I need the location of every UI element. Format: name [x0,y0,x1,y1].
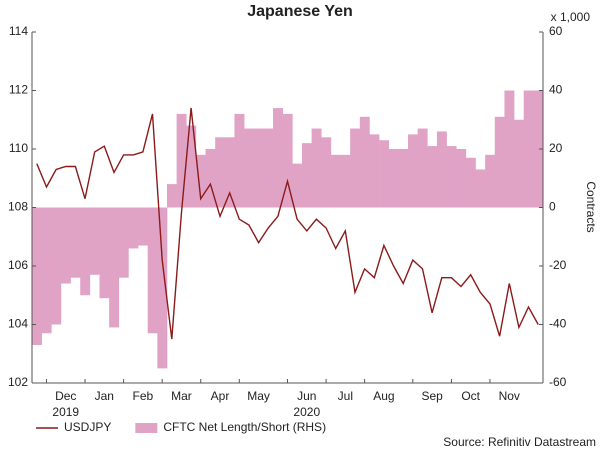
area-bar [244,128,255,208]
area-bar [417,128,428,208]
y2-tick-label: 40 [549,83,563,97]
area-bar [70,207,81,278]
area-bar [176,113,187,208]
area-bar [224,137,235,208]
area-bar [32,207,42,345]
x-tick-label: Jun [297,389,316,403]
area-bar [253,128,264,208]
area-bar [456,149,467,208]
area-bar [340,154,351,208]
x-tick-label: Jan [95,389,114,403]
area-bar [292,163,303,208]
x-tick-label: Oct [461,389,480,403]
area-bar [234,113,245,208]
legend-swatch [135,423,158,433]
y2-unit-label: x 1,000 [551,10,591,24]
area-bar [282,113,293,208]
legend-label: USDJPY [64,420,111,434]
y-tick-label: 102 [8,375,28,389]
y2-tick-label: 20 [549,141,563,155]
y-tick-label: 112 [9,83,28,97]
area-bar [215,137,226,208]
area-bar [398,149,409,208]
area-bar [301,143,312,208]
area-bar [427,146,438,208]
area-bar [147,207,158,334]
x-tick-label: Sep [421,389,443,403]
area-bar [60,207,71,284]
area-bar [166,184,177,208]
area-bar [195,154,206,208]
x-year-label: 2020 [293,405,320,419]
area-bar [465,157,476,208]
x-tick-label: Feb [133,389,154,403]
y2-tick-label: -40 [549,317,567,331]
x-tick-label: May [247,389,270,403]
area-bar [99,207,110,299]
y-tick-label: 110 [9,141,28,155]
area-bar [523,90,534,208]
area-bar [109,207,120,328]
y2-tick-label: 0 [549,200,556,214]
area-bar [311,128,322,208]
y2-tick-label: -20 [549,258,567,272]
x-tick-label: Jul [338,389,353,403]
area-bar [533,90,544,208]
y2-axis-label: Contracts [584,181,598,232]
area-bar [485,154,496,208]
area-bar [89,207,100,275]
area-bar [118,207,129,278]
area-bar [379,140,390,208]
area-bar [408,134,418,208]
x-tick-label: Dec [55,389,76,403]
area-bar [330,154,341,208]
area-bar [273,108,283,208]
area-bar [186,125,197,208]
x-tick-label: Nov [499,389,520,403]
y-tick-label: 106 [8,258,28,272]
area-bar [359,116,370,208]
source: Source: Refinitiv Datastream [443,435,596,449]
line [36,107,539,340]
area-bar [475,169,486,208]
y2-tick-label: 60 [549,24,563,38]
area-bar [138,207,148,246]
area-bar [350,128,361,208]
y-tick-label: 108 [8,200,28,214]
x-tick-label: Apr [211,389,230,403]
legend-label: CFTC Net Length/Short (RHS) [163,420,326,434]
area-bar [388,149,399,208]
area-bar [205,149,216,208]
area-bar [369,134,380,208]
area-bar [504,90,515,208]
area-bar [514,119,525,208]
area-bar [321,137,332,208]
area-bar [494,116,505,208]
area-bar [128,207,139,249]
x-tick-label: Aug [373,389,394,403]
area-bar [446,146,457,208]
x-tick-label: Mar [171,389,192,403]
chart-title: Japanese Yen [247,3,353,20]
y-tick-label: 104 [8,317,28,331]
area-bar [157,207,168,369]
area-bar [436,131,447,208]
x-year-label: 2019 [52,405,79,419]
area-bar [51,207,62,325]
y2-tick-label: -60 [549,375,567,389]
area-bar [263,128,274,208]
area-bar [80,207,91,296]
area-bar [41,207,52,334]
y-tick-label: 114 [9,24,28,38]
